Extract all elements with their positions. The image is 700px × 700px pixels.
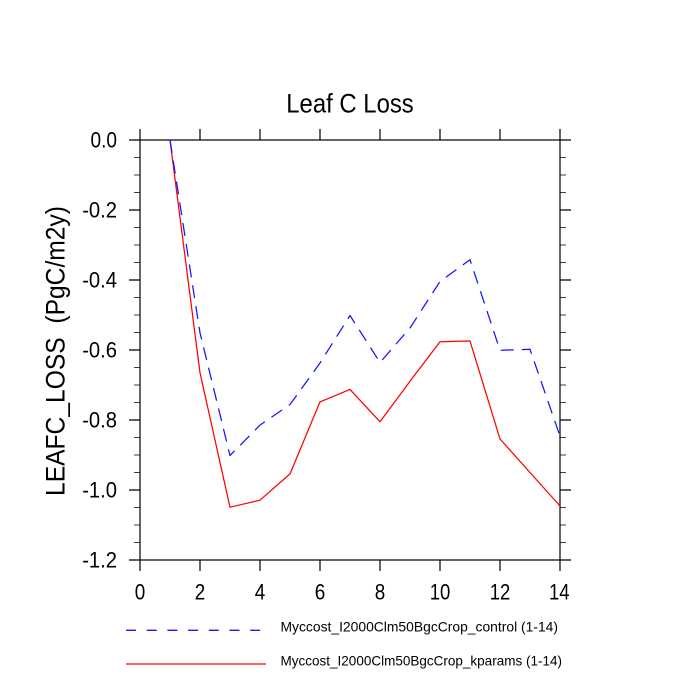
svg-text:4: 4	[255, 580, 266, 605]
svg-text:-0.2: -0.2	[82, 198, 117, 223]
svg-text:-0.8: -0.8	[82, 408, 117, 433]
svg-text:0.0: 0.0	[91, 128, 118, 153]
svg-text:Leaf C Loss: Leaf C Loss	[286, 89, 414, 119]
svg-text:12: 12	[490, 580, 511, 605]
svg-text:-0.6: -0.6	[82, 338, 117, 363]
svg-text:Myccost_I2000Clm50BgcCrop_cont: Myccost_I2000Clm50BgcCrop_control (1-14)	[281, 619, 559, 635]
svg-text:2: 2	[195, 580, 206, 605]
svg-text:-0.4: -0.4	[82, 268, 117, 293]
svg-text:LEAFC_LOSS (PgC/m2y): LEAFC_LOSS (PgC/m2y)	[41, 206, 71, 496]
svg-text:0: 0	[135, 580, 146, 605]
svg-text:-1.0: -1.0	[82, 478, 117, 503]
svg-text:10: 10	[430, 580, 451, 605]
svg-text:Myccost_I2000Clm50BgcCrop_kpar: Myccost_I2000Clm50BgcCrop_kparams (1-14)	[281, 652, 563, 668]
svg-text:14: 14	[549, 580, 570, 605]
svg-text:8: 8	[375, 580, 386, 605]
svg-text:-1.2: -1.2	[82, 548, 117, 573]
svg-text:6: 6	[315, 580, 326, 605]
